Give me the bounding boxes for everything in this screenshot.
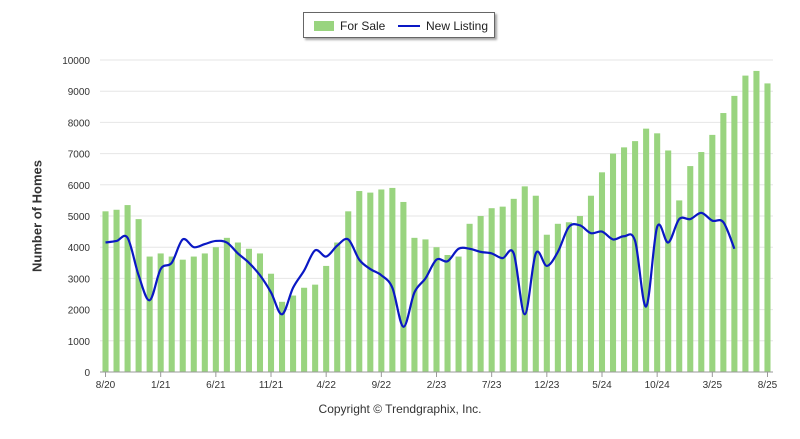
bar-for-sale: [124, 205, 131, 372]
x-tick-label: 12/23: [534, 380, 559, 391]
bar-for-sale: [488, 208, 495, 372]
bar-for-sale: [632, 141, 639, 372]
legend-bar-swatch: [314, 21, 334, 31]
x-tick-label: 4/22: [316, 380, 336, 391]
bar-for-sale: [532, 195, 539, 372]
bar-for-sale: [312, 284, 319, 372]
bar-for-sale: [190, 256, 197, 372]
bar-for-sale: [621, 147, 628, 372]
x-tick-label: 2/23: [427, 380, 447, 391]
bar-for-sale: [609, 153, 617, 372]
x-tick-label: 6/21: [206, 380, 226, 391]
bar-for-sale: [521, 186, 528, 372]
bar-for-sale: [598, 172, 606, 372]
legend-item-for-sale[interactable]: For Sale: [314, 19, 385, 33]
bar-for-sale: [565, 222, 572, 372]
bar-for-sale: [742, 75, 749, 372]
bar-for-sale: [279, 301, 286, 372]
y-tick-label: 4000: [68, 243, 91, 254]
y-tick-label: 2000: [68, 306, 91, 317]
bar-for-sale: [731, 95, 738, 372]
y-tick-label: 9000: [68, 87, 91, 98]
bar-for-sale: [455, 256, 462, 372]
y-tick-label: 3000: [68, 274, 91, 285]
bar-for-sale: [146, 256, 153, 372]
bar-for-sale: [223, 237, 230, 372]
y-axis-label: Number of Homes: [29, 160, 45, 272]
legend-label-for-sale: For Sale: [340, 19, 386, 33]
bar-for-sale: [753, 70, 760, 373]
bar-for-sale: [576, 216, 583, 372]
legend-line-swatch: [398, 25, 420, 27]
bar-for-sale: [378, 189, 385, 372]
x-tick-label: 11/21: [259, 380, 284, 391]
bar-for-sale: [698, 152, 705, 372]
bar-for-sale: [433, 247, 440, 372]
y-tick-label: 0: [84, 368, 90, 379]
y-tick-label: 6000: [68, 181, 91, 192]
y-tick-label: 5000: [68, 212, 91, 223]
bar-for-sale: [665, 150, 672, 372]
legend-item-new-listing[interactable]: New Listing: [398, 19, 488, 33]
bar-for-sale: [709, 134, 716, 372]
bar-for-sale: [554, 223, 561, 372]
bar-for-sale: [654, 133, 661, 372]
bar-for-sale: [179, 259, 186, 372]
x-tick-label: 10/24: [645, 380, 670, 391]
bar-for-sale: [168, 256, 175, 372]
legend-label-new-listing: New Listing: [426, 19, 489, 33]
bar-for-sale: [301, 287, 308, 372]
bar-for-sale: [212, 247, 219, 372]
bar-for-sale: [466, 223, 473, 372]
y-tick-label: 10000: [62, 56, 90, 67]
bar-for-sale: [676, 200, 683, 372]
bar-for-sale: [367, 192, 374, 372]
x-tick-label: 8/20: [96, 380, 116, 391]
x-tick-label: 8/25: [758, 380, 778, 391]
bar-for-sale: [643, 128, 650, 372]
x-tick-label: 5/24: [592, 380, 612, 391]
bar-for-sale: [256, 253, 264, 372]
bar-for-sale: [245, 248, 252, 372]
y-tick-label: 1000: [68, 337, 91, 348]
copyright-text: Copyright © Trendgraphix, Inc.: [318, 402, 482, 416]
y-tick-label: 7000: [68, 150, 91, 161]
bar-for-sale: [720, 113, 727, 372]
x-tick-label: 3/25: [703, 380, 723, 391]
bar-for-sale: [587, 195, 594, 372]
bar-for-sale: [334, 242, 341, 372]
line-new-listing: [105, 211, 736, 328]
bar-for-sale: [764, 83, 771, 373]
bar-for-sale: [345, 211, 352, 372]
bar-for-sale: [400, 201, 407, 372]
bar-for-sale: [102, 211, 109, 372]
bar-for-sale: [687, 166, 694, 372]
bar-for-sale: [234, 242, 241, 372]
bar-for-sale: [422, 239, 429, 372]
bar-for-sale: [157, 253, 164, 372]
bar-for-sale: [389, 187, 396, 372]
bar-for-sale: [411, 237, 418, 372]
bar-for-sale: [290, 295, 297, 372]
bar-for-sale: [499, 206, 506, 372]
bar-for-sale: [267, 273, 275, 372]
bar-for-sale: [510, 198, 517, 372]
bar-for-sale: [444, 255, 451, 372]
bar-for-sale: [477, 216, 484, 372]
bar-for-sale: [201, 253, 208, 372]
bar-for-sale: [543, 234, 550, 372]
bar-for-sale: [135, 219, 142, 372]
y-tick-label: 8000: [68, 118, 91, 129]
bar-for-sale: [356, 191, 363, 372]
bar-for-sale: [323, 265, 330, 372]
x-tick-label: 1/21: [151, 380, 171, 391]
x-tick-label: 7/23: [482, 380, 502, 391]
bar-for-sale: [113, 209, 120, 372]
legend: For Sale New Listing: [303, 12, 495, 38]
x-tick-label: 9/22: [372, 380, 392, 391]
